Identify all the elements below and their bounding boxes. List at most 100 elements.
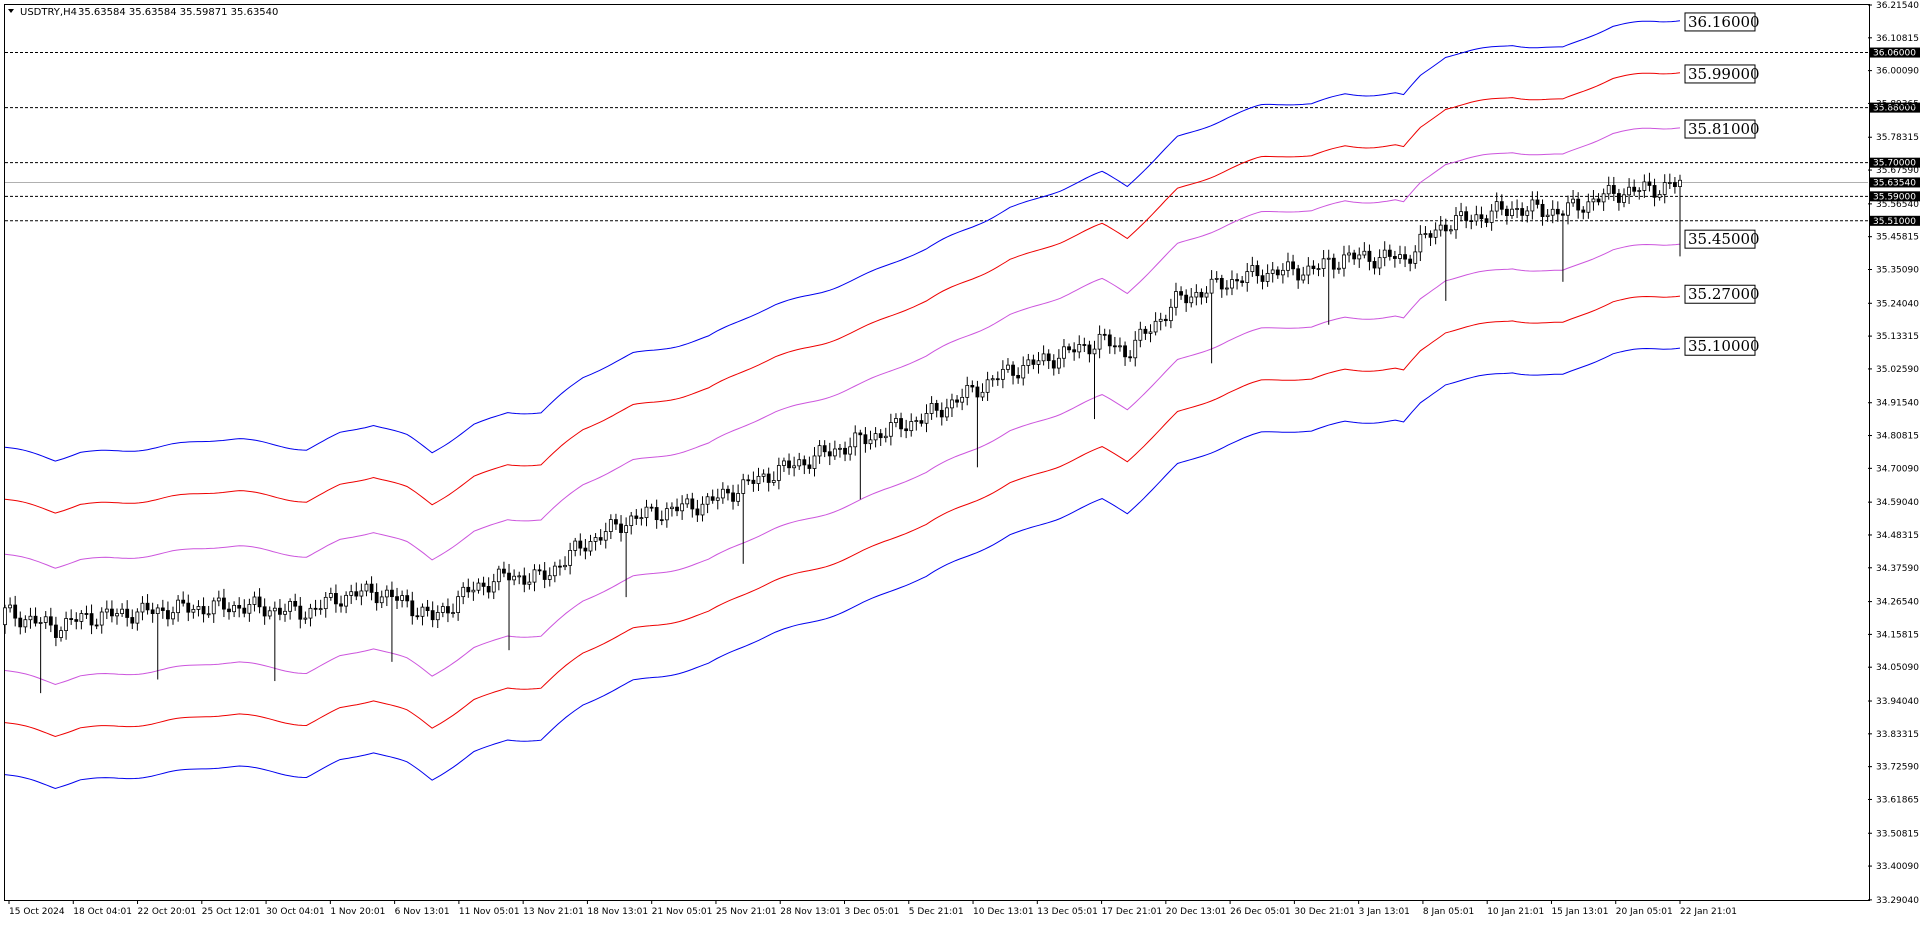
candle-body [369, 583, 374, 593]
candle-body [1011, 364, 1015, 376]
candle-body [919, 420, 924, 424]
chart-symbol-label: USDTRY,H4 [20, 7, 77, 18]
candle-body [1219, 277, 1224, 290]
candle-body [1372, 261, 1377, 269]
candle-body [1642, 181, 1647, 191]
candle-body [59, 630, 63, 638]
candle-body [171, 612, 175, 620]
candle-body [339, 603, 343, 607]
candle-body [771, 480, 776, 483]
candle-body [8, 604, 12, 609]
candle-body [873, 433, 878, 441]
candle-body [649, 506, 654, 509]
candle-body [288, 600, 293, 612]
candle-body [1224, 287, 1229, 290]
candle-body [1321, 258, 1326, 269]
candle-body [1230, 279, 1234, 289]
candle-body [1566, 202, 1570, 216]
candle-body [227, 608, 231, 613]
candle-body [1591, 198, 1596, 203]
candle-body [181, 599, 186, 604]
candle-body [527, 581, 532, 585]
band-label-box [1684, 336, 1756, 356]
candle-body [440, 606, 445, 613]
candle-body [466, 586, 471, 593]
price-tick-label: 35.56540 [1876, 200, 1919, 210]
candle-body [558, 565, 562, 568]
candle-body [232, 605, 237, 613]
candle-body [160, 607, 165, 611]
candle-body [1316, 268, 1321, 270]
candle-body [608, 519, 613, 532]
candle-body [1006, 364, 1010, 370]
price-tick-label: 35.02590 [1876, 365, 1919, 375]
candle-body [756, 475, 761, 484]
candle-body [1143, 328, 1148, 334]
candle-body [201, 606, 206, 615]
candle-body [776, 465, 781, 481]
time-tick-label: 17 Dec 21:01 [1102, 907, 1163, 917]
candle-body [1398, 254, 1402, 259]
candle-body [313, 607, 318, 610]
candle-body [1617, 193, 1621, 203]
candle-body [425, 606, 430, 612]
candle-body [318, 608, 323, 611]
band-label-text: 35.27000 [1688, 285, 1760, 303]
level-price-tag-label: 35.59000 [1873, 192, 1916, 202]
candle-body [1459, 211, 1463, 216]
level-price-tag [1870, 191, 1920, 202]
candle-body [1138, 328, 1143, 341]
band-label-box [1684, 229, 1756, 249]
candle-body [1026, 359, 1031, 366]
time-tick-label: 20 Dec 13:01 [1166, 907, 1227, 917]
candle-body [303, 617, 308, 620]
level-price-tag-label: 35.63540 [1873, 178, 1916, 188]
symbol-menu-triangle-icon[interactable] [8, 9, 14, 13]
upper-middle-band [4, 72, 1681, 514]
candle-body [267, 610, 272, 617]
candle-body [79, 613, 84, 622]
candle-body [364, 583, 369, 592]
time-tick-label: 30 Oct 04:01 [266, 907, 325, 917]
candle-body [1504, 208, 1509, 217]
candle-body [929, 403, 934, 414]
candle-body [461, 586, 466, 598]
lower-outer-band [4, 347, 1681, 790]
candle-body [1403, 254, 1407, 260]
candle-body [822, 445, 827, 453]
candle-body [64, 618, 68, 632]
candle-body [415, 615, 420, 618]
candle-body [1301, 274, 1306, 281]
candle-body [1637, 190, 1642, 192]
price-tick-label: 33.40090 [1876, 862, 1919, 872]
level-price-tag [1870, 177, 1920, 188]
candle-body [1168, 306, 1173, 322]
candle-body [644, 506, 649, 519]
candle-body [1347, 252, 1351, 256]
candle-body [196, 606, 201, 610]
candle-body [888, 422, 893, 437]
candle-body [155, 607, 160, 614]
price-tick-label: 35.24040 [1876, 299, 1919, 309]
candle-body [54, 624, 58, 638]
candle-body [496, 568, 501, 583]
candle-body [1082, 344, 1087, 346]
upper-outer-band [4, 20, 1681, 462]
candle-body [1245, 271, 1250, 283]
candle-body [863, 434, 868, 445]
candle-body [486, 586, 491, 593]
candle-body [827, 451, 832, 457]
candle-body [1581, 209, 1586, 213]
candle-body [552, 565, 557, 577]
candle-body [491, 581, 496, 593]
candle-body [1056, 357, 1061, 369]
candle-body [1413, 251, 1418, 264]
candle-body [1479, 214, 1484, 220]
time-tick-label: 8 Jan 05:01 [1423, 907, 1474, 917]
candle-body [3, 607, 7, 626]
time-tick-label: 3 Jan 13:01 [1359, 907, 1410, 917]
candle-body [848, 446, 853, 455]
candle-body [899, 418, 903, 430]
candle-body [1489, 210, 1494, 223]
